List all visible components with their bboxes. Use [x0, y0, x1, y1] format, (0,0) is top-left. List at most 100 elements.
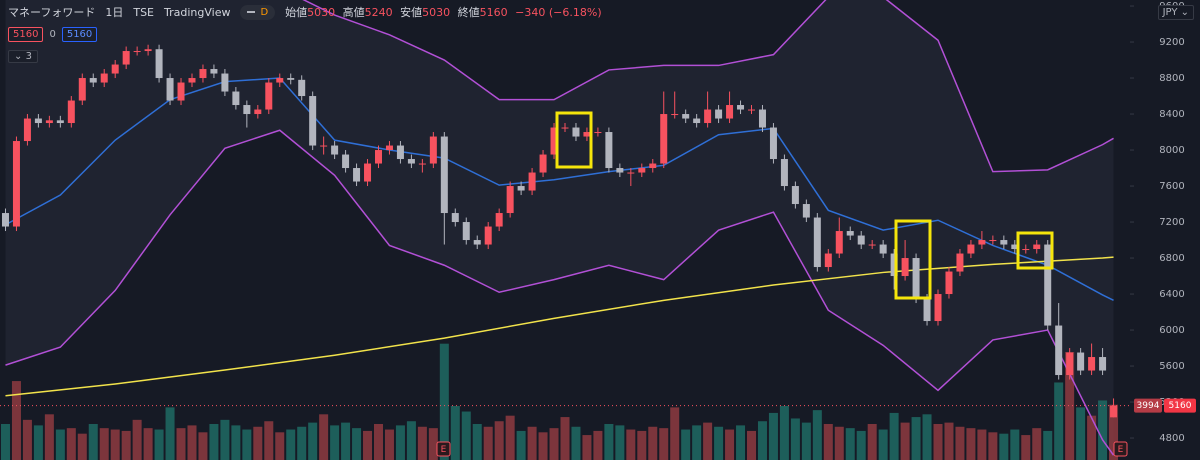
volume-bar: [22, 419, 32, 460]
y-tick-label: 4800: [1159, 433, 1184, 444]
candle-body: [506, 186, 514, 214]
candle-body: [835, 231, 843, 254]
price-axis: 9600920088008400800076007200680064006000…: [1130, 0, 1200, 460]
volume-bar: [286, 429, 296, 460]
candle-body: [726, 105, 734, 119]
low-label: 安値: [400, 6, 423, 19]
y-tick-label: 6400: [1159, 289, 1184, 300]
candle-body: [704, 109, 712, 124]
volume-bar: [834, 426, 844, 460]
candle-body: [34, 118, 42, 124]
volume-bar: [406, 421, 416, 460]
volume-bar: [319, 414, 329, 460]
open-label: 始値: [285, 6, 308, 19]
candle-body: [638, 168, 646, 173]
candle-body: [813, 217, 821, 268]
buy-box[interactable]: 5160: [61, 27, 98, 42]
candle-body: [956, 253, 964, 272]
volume-bar: [878, 429, 888, 460]
volume-tag: [1134, 398, 1162, 413]
volume-bar: [736, 425, 746, 460]
candle-body: [221, 73, 229, 92]
event-icon[interactable]: [436, 441, 451, 457]
volume-bar: [922, 414, 932, 460]
volume-bar: [341, 422, 351, 460]
candle-body: [12, 141, 20, 227]
candle-body: [298, 79, 306, 97]
volume-bar: [977, 429, 987, 460]
open-value: 5030: [307, 6, 336, 19]
header: マネーフォワード 1日 TSE TradingView D 始値5030 高値5…: [8, 4, 606, 20]
indicator-toggle[interactable]: ⌄ 3: [8, 50, 38, 63]
volume-bar: [692, 425, 702, 460]
volume-bar: [297, 426, 307, 460]
volume-bar: [779, 406, 789, 460]
candle-body: [791, 186, 799, 205]
change: −340 (−6.18%): [515, 6, 602, 19]
candle-body: [495, 213, 503, 227]
candle-body: [429, 136, 437, 164]
volume-bar: [955, 426, 965, 460]
y-tick-label: 6000: [1159, 325, 1184, 336]
candle-body: [517, 186, 525, 191]
candle-body: [868, 244, 876, 246]
volume-bar: [505, 415, 515, 460]
annotations: E E: [436, 111, 1128, 457]
candle-body: [550, 127, 558, 155]
volume-bar: [988, 432, 998, 460]
candle-body: [989, 240, 997, 242]
volume-bar: [132, 419, 142, 460]
candle-body: [407, 159, 415, 164]
candle-body: [824, 253, 832, 268]
candle-body: [56, 120, 64, 124]
pill-icon: [247, 11, 256, 13]
volume-bar: [911, 417, 921, 460]
volume-bar: [121, 430, 131, 460]
axis-panel: [1130, 0, 1200, 460]
volume-bar: [582, 435, 592, 460]
volume-bar: [33, 425, 43, 460]
volume-bar: [352, 428, 362, 460]
price-tag-label: 5160: [1169, 401, 1192, 411]
volume-bar: [88, 424, 98, 460]
candle-body: [901, 258, 909, 277]
volume-bar: [933, 424, 943, 460]
sell-box[interactable]: 5160: [8, 27, 44, 42]
currency[interactable]: JPY ⌄: [1157, 5, 1194, 20]
candle-body: [177, 82, 185, 101]
candle-body: [1099, 357, 1107, 371]
volume-bar: [66, 428, 76, 460]
volume-bar: [439, 343, 449, 460]
volume-bar: [1021, 435, 1031, 460]
volume-bar: [1109, 404, 1119, 460]
candle-body: [23, 118, 31, 142]
volume-bar: [889, 412, 899, 460]
candle-body: [364, 163, 372, 182]
currency-label: JPY: [1162, 7, 1178, 18]
volume-bar: [757, 421, 767, 460]
volume-bar: [1054, 382, 1064, 460]
candle-body: [484, 226, 492, 245]
event-icon[interactable]: [1113, 441, 1128, 457]
volume-bar: [0, 424, 10, 460]
volume-bar: [77, 433, 87, 460]
exchange: TSE: [133, 5, 154, 19]
candle-body: [583, 132, 591, 137]
candle-body: [254, 109, 262, 115]
candle-body: [342, 154, 350, 169]
volume-bar: [308, 422, 318, 460]
candle-body: [188, 78, 196, 83]
candle-body: [1044, 244, 1052, 326]
high-label: 高値: [342, 6, 365, 19]
candle-body: [682, 114, 690, 119]
y-tick-label: 7200: [1159, 217, 1184, 228]
candle-body: [1110, 405, 1118, 418]
volume-bar: [670, 407, 680, 460]
volume-bar: [428, 428, 438, 460]
volume-bar: [900, 422, 910, 460]
volume-bar: [681, 429, 691, 460]
volume-bar: [1098, 400, 1108, 460]
indicator-line: [302, 0, 1114, 173]
status-pill[interactable]: D: [240, 4, 276, 20]
volume-tag-label: 3994: [1137, 401, 1160, 411]
